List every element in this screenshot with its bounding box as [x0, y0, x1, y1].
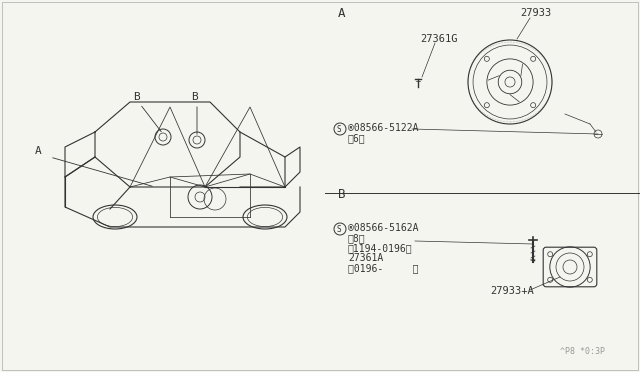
Text: ®08566-5162A: ®08566-5162A — [348, 223, 419, 233]
Text: B: B — [191, 92, 198, 102]
Text: ＂0196-     ＃: ＂0196- ＃ — [348, 263, 419, 273]
Text: （6）: （6） — [348, 133, 365, 143]
Text: （8）: （8） — [348, 233, 365, 243]
Text: S: S — [337, 225, 342, 234]
Text: A: A — [35, 146, 42, 156]
Text: ®08566-5122A: ®08566-5122A — [348, 123, 419, 133]
Text: A: A — [338, 7, 346, 20]
Text: 27933: 27933 — [520, 8, 551, 18]
Text: B: B — [338, 188, 346, 201]
Text: 27933+A: 27933+A — [490, 286, 534, 296]
Text: ＂1194-0196＃: ＂1194-0196＃ — [348, 243, 413, 253]
Text: 27361A: 27361A — [348, 253, 383, 263]
Text: 27361G: 27361G — [420, 34, 458, 44]
Text: ^P8 *0:3P: ^P8 *0:3P — [560, 347, 605, 356]
Text: S: S — [337, 125, 342, 134]
Text: B: B — [133, 92, 140, 102]
